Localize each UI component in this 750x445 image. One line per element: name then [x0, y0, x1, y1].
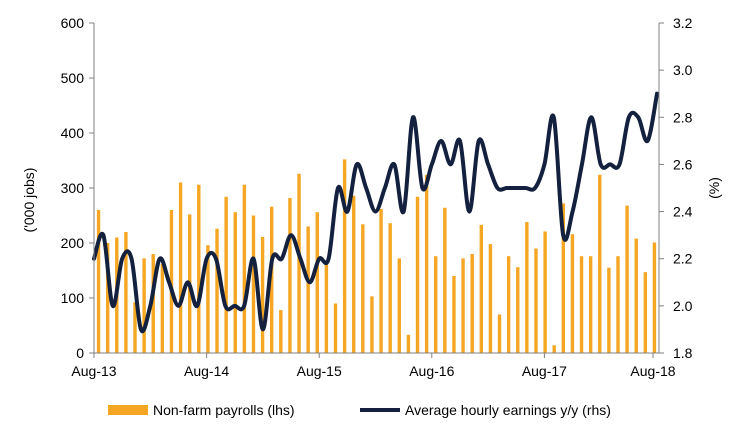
labels-layer: 0 100 200 300 400 500 600 1.8 2.0 2.2 2.4 2.6 2.8 3.0… — [61, 15, 693, 379]
left-tick-label: 0 — [76, 345, 84, 361]
payroll-bar — [251, 215, 256, 353]
left-tick-label: 200 — [61, 235, 85, 251]
payroll-bar — [352, 195, 356, 353]
payroll-bar — [160, 263, 165, 353]
earnings-line — [92, 91, 659, 334]
right-tick-label: 2.8 — [673, 109, 693, 125]
payroll-bar — [397, 258, 401, 353]
left-tick-label: 100 — [61, 290, 85, 306]
payroll-bar — [178, 182, 183, 353]
payroll-bar — [479, 224, 483, 353]
payroll-bar — [142, 258, 146, 353]
payroll-bar — [306, 226, 310, 353]
right-tick-label: 1.8 — [673, 345, 693, 361]
axes-layer — [89, 22, 664, 358]
payroll-bar — [506, 256, 511, 353]
payroll-bar — [561, 203, 566, 353]
left-tick-label: 600 — [61, 15, 85, 31]
payroll-bar — [124, 232, 128, 353]
x-tick-label: Aug-14 — [184, 363, 229, 379]
payroll-bar — [598, 174, 602, 353]
right-tick-label: 2.4 — [673, 204, 693, 220]
payroll-bar — [206, 245, 210, 353]
payroll-bar — [96, 210, 101, 353]
payroll-bar — [625, 205, 629, 353]
payroll-bar — [461, 258, 465, 353]
left-tick-label: 500 — [61, 70, 85, 86]
payroll-bar — [434, 256, 438, 353]
payroll-bar — [215, 228, 219, 353]
payroll-bar — [543, 231, 547, 353]
payroll-bar — [224, 196, 228, 353]
left-axis-title: ('000 jobs) — [21, 168, 37, 233]
legend: Non-farm payrolls (lhs) Average hourly e… — [108, 402, 611, 418]
payroll-bar — [415, 196, 420, 353]
right-tick-label: 3.2 — [673, 15, 693, 31]
right-tick-label: 2.0 — [673, 298, 693, 314]
payroll-bar — [516, 267, 520, 353]
payroll-bar — [133, 302, 137, 353]
payroll-bar — [534, 248, 538, 353]
payroll-bar — [379, 208, 383, 353]
payroll-bar — [169, 210, 174, 353]
payroll-bar — [233, 212, 237, 353]
legend-swatch-payrolls — [108, 405, 148, 415]
payroll-bar — [279, 310, 283, 353]
payroll-bar — [634, 238, 638, 353]
payroll-bar — [452, 276, 456, 353]
payroll-bar — [470, 254, 474, 353]
payroll-bar — [488, 244, 493, 353]
payroll-bar — [643, 272, 648, 353]
payroll-bar — [324, 261, 329, 353]
x-tick-label: Aug-15 — [297, 363, 342, 379]
payroll-bar — [525, 222, 529, 353]
payroll-bar — [260, 236, 265, 353]
x-tick-label: Aug-16 — [409, 363, 454, 379]
payroll-bar — [588, 256, 593, 353]
payroll-bar — [406, 334, 411, 353]
payroll-bar — [242, 184, 247, 353]
payroll-bar — [497, 314, 502, 353]
payroll-bar — [288, 197, 292, 353]
x-tick-label: Aug-17 — [522, 363, 567, 379]
payroll-bar — [197, 184, 201, 353]
payroll-bar — [151, 254, 155, 353]
payroll-bar — [270, 206, 274, 353]
payroll-bar — [424, 174, 429, 353]
payroll-bar — [297, 173, 301, 353]
payroll-bar — [652, 242, 657, 353]
legend-label-payrolls: Non-farm payrolls (lhs) — [153, 402, 295, 418]
payroll-bar — [443, 207, 447, 353]
payroll-bar — [570, 234, 575, 353]
payroll-bar — [333, 303, 338, 353]
right-tick-label: 2.2 — [673, 251, 693, 267]
payroll-bar — [361, 224, 365, 353]
legend-label-earnings: Average hourly earnings y/y (rhs) — [405, 402, 611, 418]
payroll-bar — [315, 212, 319, 353]
right-tick-label: 3.0 — [673, 62, 693, 78]
right-tick-label: 2.6 — [673, 156, 693, 172]
x-tick-label: Aug-13 — [71, 363, 116, 379]
right-axis-title: (%) — [706, 177, 722, 199]
payroll-bar — [388, 223, 392, 353]
bars-layer — [96, 159, 657, 353]
payroll-bar — [552, 345, 556, 353]
x-tick-label: Aug-18 — [630, 363, 675, 379]
left-tick-label: 400 — [61, 125, 85, 141]
payroll-bar — [342, 159, 347, 353]
payroll-bar — [105, 243, 110, 353]
left-tick-label: 300 — [61, 180, 85, 196]
payroll-bar — [616, 256, 620, 353]
payroll-bar — [370, 296, 374, 353]
payroll-bar — [607, 267, 611, 353]
line-layer — [92, 91, 659, 334]
payroll-bar — [579, 256, 584, 353]
